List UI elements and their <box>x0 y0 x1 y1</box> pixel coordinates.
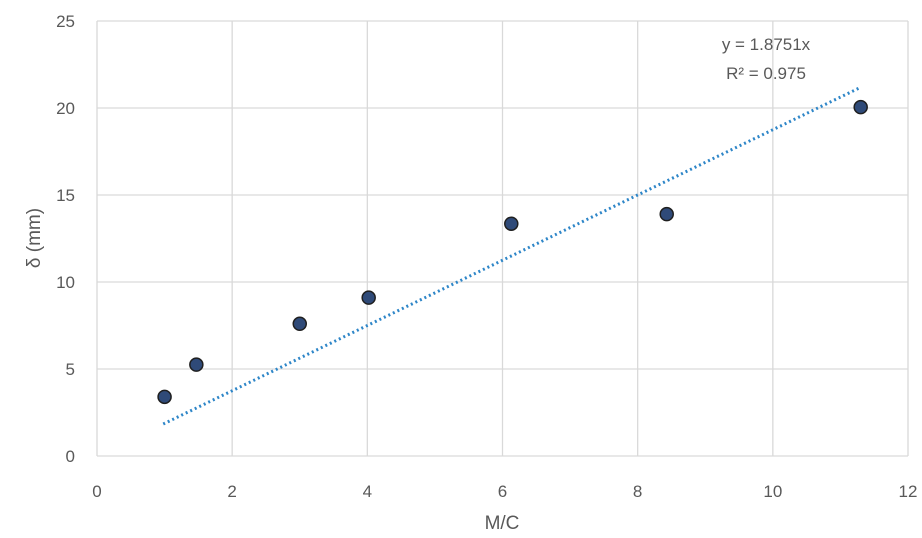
data-point <box>361 290 376 305</box>
y-tick-label: 5 <box>66 360 75 379</box>
y-tick-label: 0 <box>66 447 75 466</box>
x-tick-label: 12 <box>899 482 918 501</box>
grid-lines <box>96 20 909 457</box>
x-tick-label: 10 <box>763 482 782 501</box>
data-point <box>853 99 868 115</box>
y-tick-label: 25 <box>56 12 75 31</box>
y-axis-title: δ (mm) <box>24 208 45 268</box>
y-tick-label: 10 <box>56 273 75 292</box>
trendline-r-squared: R² = 0.975 <box>726 64 806 83</box>
data-point <box>157 389 172 405</box>
x-tick-label: 6 <box>498 482 507 501</box>
data-point <box>292 316 307 332</box>
trendline-equation: y = 1.8751x <box>722 35 811 54</box>
x-axis-ticks: 0 2 4 6 8 10 12 <box>92 482 917 501</box>
y-tick-label: 15 <box>56 186 75 205</box>
x-axis-title: M/C <box>485 513 520 534</box>
x-tick-label: 2 <box>227 482 236 501</box>
data-point <box>659 206 674 222</box>
data-points <box>157 99 868 405</box>
y-tick-label: 20 <box>56 99 75 118</box>
data-point <box>504 216 519 231</box>
x-tick-label: 0 <box>92 482 101 501</box>
x-tick-label: 8 <box>633 482 642 501</box>
data-point <box>189 357 204 372</box>
y-axis-ticks: 0 5 10 15 20 25 <box>56 12 75 466</box>
x-tick-label: 4 <box>363 482 372 501</box>
trendline <box>162 85 862 426</box>
